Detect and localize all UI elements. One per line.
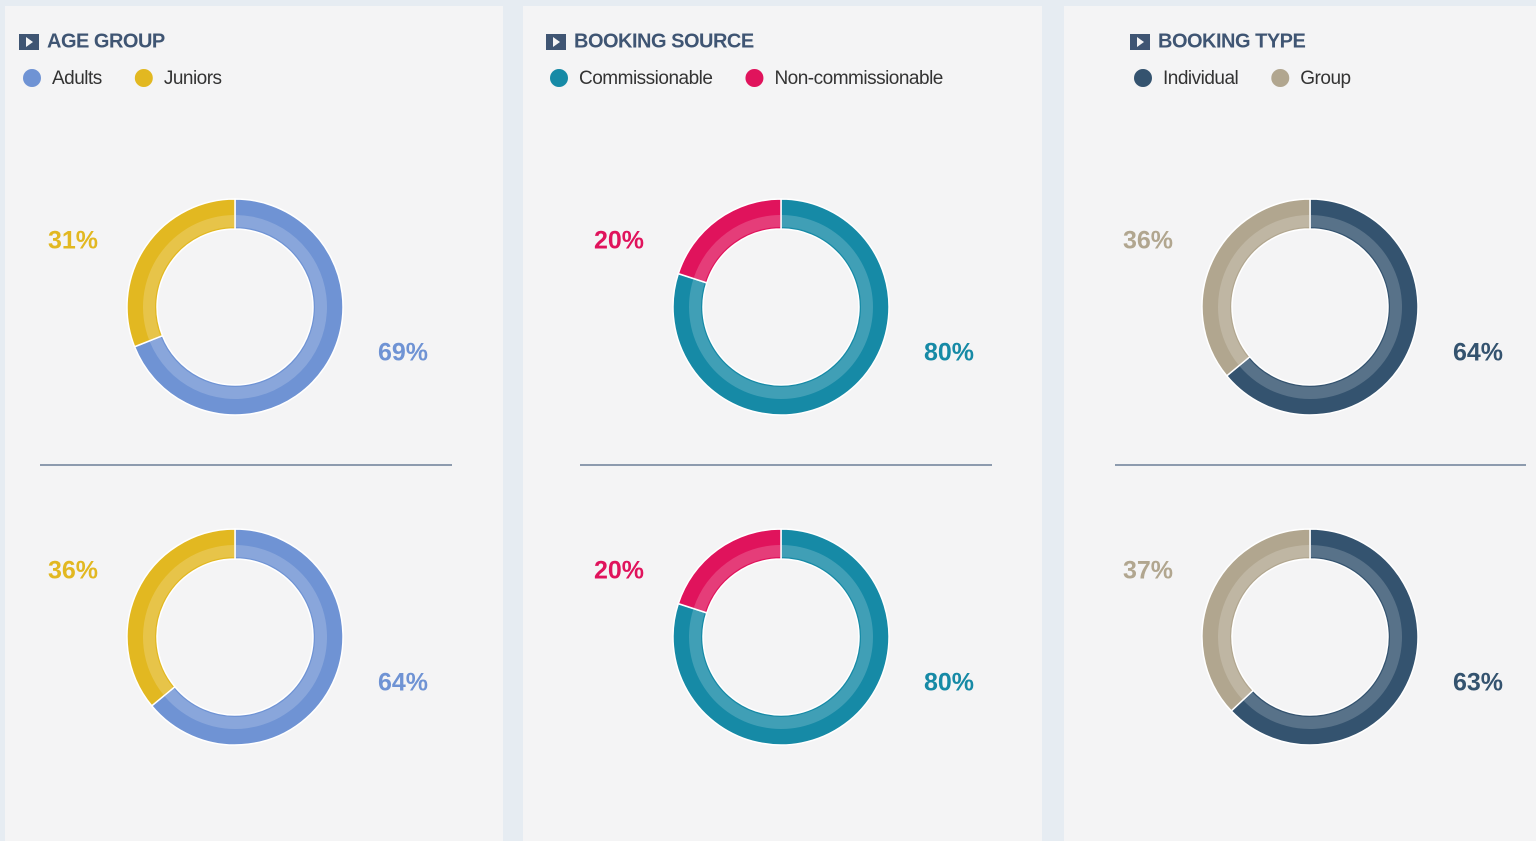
donut-segment-highlight (142, 545, 235, 695)
donut-segment-highlight (1243, 545, 1402, 729)
donut-segment (672, 528, 890, 746)
legend-label: Adults (52, 68, 102, 89)
legend-swatch (745, 69, 764, 87)
legend-swatch (134, 69, 153, 87)
chart-title: BOOKING SOURCE (574, 30, 754, 52)
donut-segment (672, 198, 890, 416)
title-icon-arrow (553, 37, 560, 47)
value-label: 36% (48, 557, 98, 585)
legend-label: Non-commissionable (774, 68, 942, 89)
donut-segment-highlight (693, 215, 781, 282)
value-label: 80% (924, 339, 974, 367)
panel (523, 6, 1042, 841)
title-icon-arrow (26, 37, 33, 47)
legend-swatch (23, 69, 41, 87)
donut-segment (1201, 528, 1311, 712)
donut-segment (1230, 528, 1419, 746)
donut-segment (1225, 198, 1419, 416)
value-label: 64% (378, 669, 428, 697)
legend-label: Commissionable (579, 68, 712, 89)
value-label: 20% (594, 557, 644, 585)
donut-segment (133, 198, 344, 416)
donut-segment-highlight (1218, 215, 1310, 365)
donut-segment (150, 528, 344, 746)
donut-segment (126, 198, 236, 348)
value-label: 80% (924, 669, 974, 697)
donut-segment-highlight (1239, 215, 1402, 399)
value-label: 63% (1453, 669, 1503, 697)
legend-swatch (1271, 69, 1290, 87)
value-label: 20% (594, 227, 644, 255)
panel (1064, 6, 1536, 841)
donut-segment (677, 198, 782, 284)
donut-segment-highlight (143, 215, 235, 341)
donut-segment-highlight (1217, 545, 1310, 700)
legend-swatch (550, 69, 568, 87)
chart-title: BOOKING TYPE (1158, 30, 1306, 52)
panel (5, 6, 503, 841)
value-label: 64% (1453, 339, 1503, 367)
donut-segment (1201, 198, 1311, 377)
value-label: 36% (1123, 227, 1173, 255)
donut-segment (677, 528, 782, 614)
legend-label: Group (1300, 68, 1350, 89)
donut-segment (126, 528, 236, 707)
value-label: 31% (48, 227, 98, 255)
value-label: 37% (1123, 557, 1173, 585)
legend-label: Juniors (164, 68, 222, 89)
value-label: 69% (378, 339, 428, 367)
donut-segment-highlight (164, 545, 327, 730)
legend-label: Individual (1163, 68, 1238, 89)
title-icon-arrow (1137, 37, 1144, 47)
donut-segment-highlight (693, 545, 781, 612)
legend-swatch (1134, 69, 1152, 87)
chart-title: AGE GROUP (47, 30, 165, 52)
